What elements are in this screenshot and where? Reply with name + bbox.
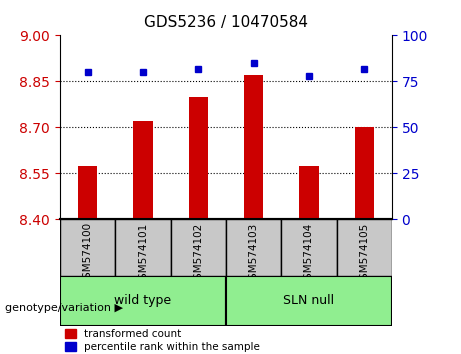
Text: genotype/variation ▶: genotype/variation ▶ (5, 303, 123, 313)
FancyBboxPatch shape (281, 219, 337, 276)
Text: GSM574103: GSM574103 (248, 222, 259, 286)
Text: GSM574102: GSM574102 (193, 222, 203, 286)
Title: GDS5236 / 10470584: GDS5236 / 10470584 (144, 15, 308, 30)
FancyBboxPatch shape (60, 276, 226, 326)
Text: wild type: wild type (114, 295, 171, 307)
Bar (78, 166, 97, 219)
FancyBboxPatch shape (226, 276, 392, 326)
FancyBboxPatch shape (226, 219, 281, 276)
FancyBboxPatch shape (60, 219, 115, 276)
Legend: transformed count, percentile rank within the sample: transformed count, percentile rank withi… (65, 329, 260, 352)
Bar (133, 121, 153, 219)
Text: GSM574104: GSM574104 (304, 222, 314, 286)
Bar (189, 97, 208, 219)
Text: GSM574101: GSM574101 (138, 222, 148, 286)
FancyBboxPatch shape (337, 219, 392, 276)
Bar (244, 75, 263, 219)
FancyBboxPatch shape (115, 219, 171, 276)
FancyBboxPatch shape (171, 219, 226, 276)
Bar (355, 127, 374, 219)
Text: GSM574105: GSM574105 (359, 222, 369, 286)
Text: GSM574100: GSM574100 (83, 222, 93, 285)
Bar (299, 166, 319, 219)
Text: SLN null: SLN null (284, 295, 334, 307)
